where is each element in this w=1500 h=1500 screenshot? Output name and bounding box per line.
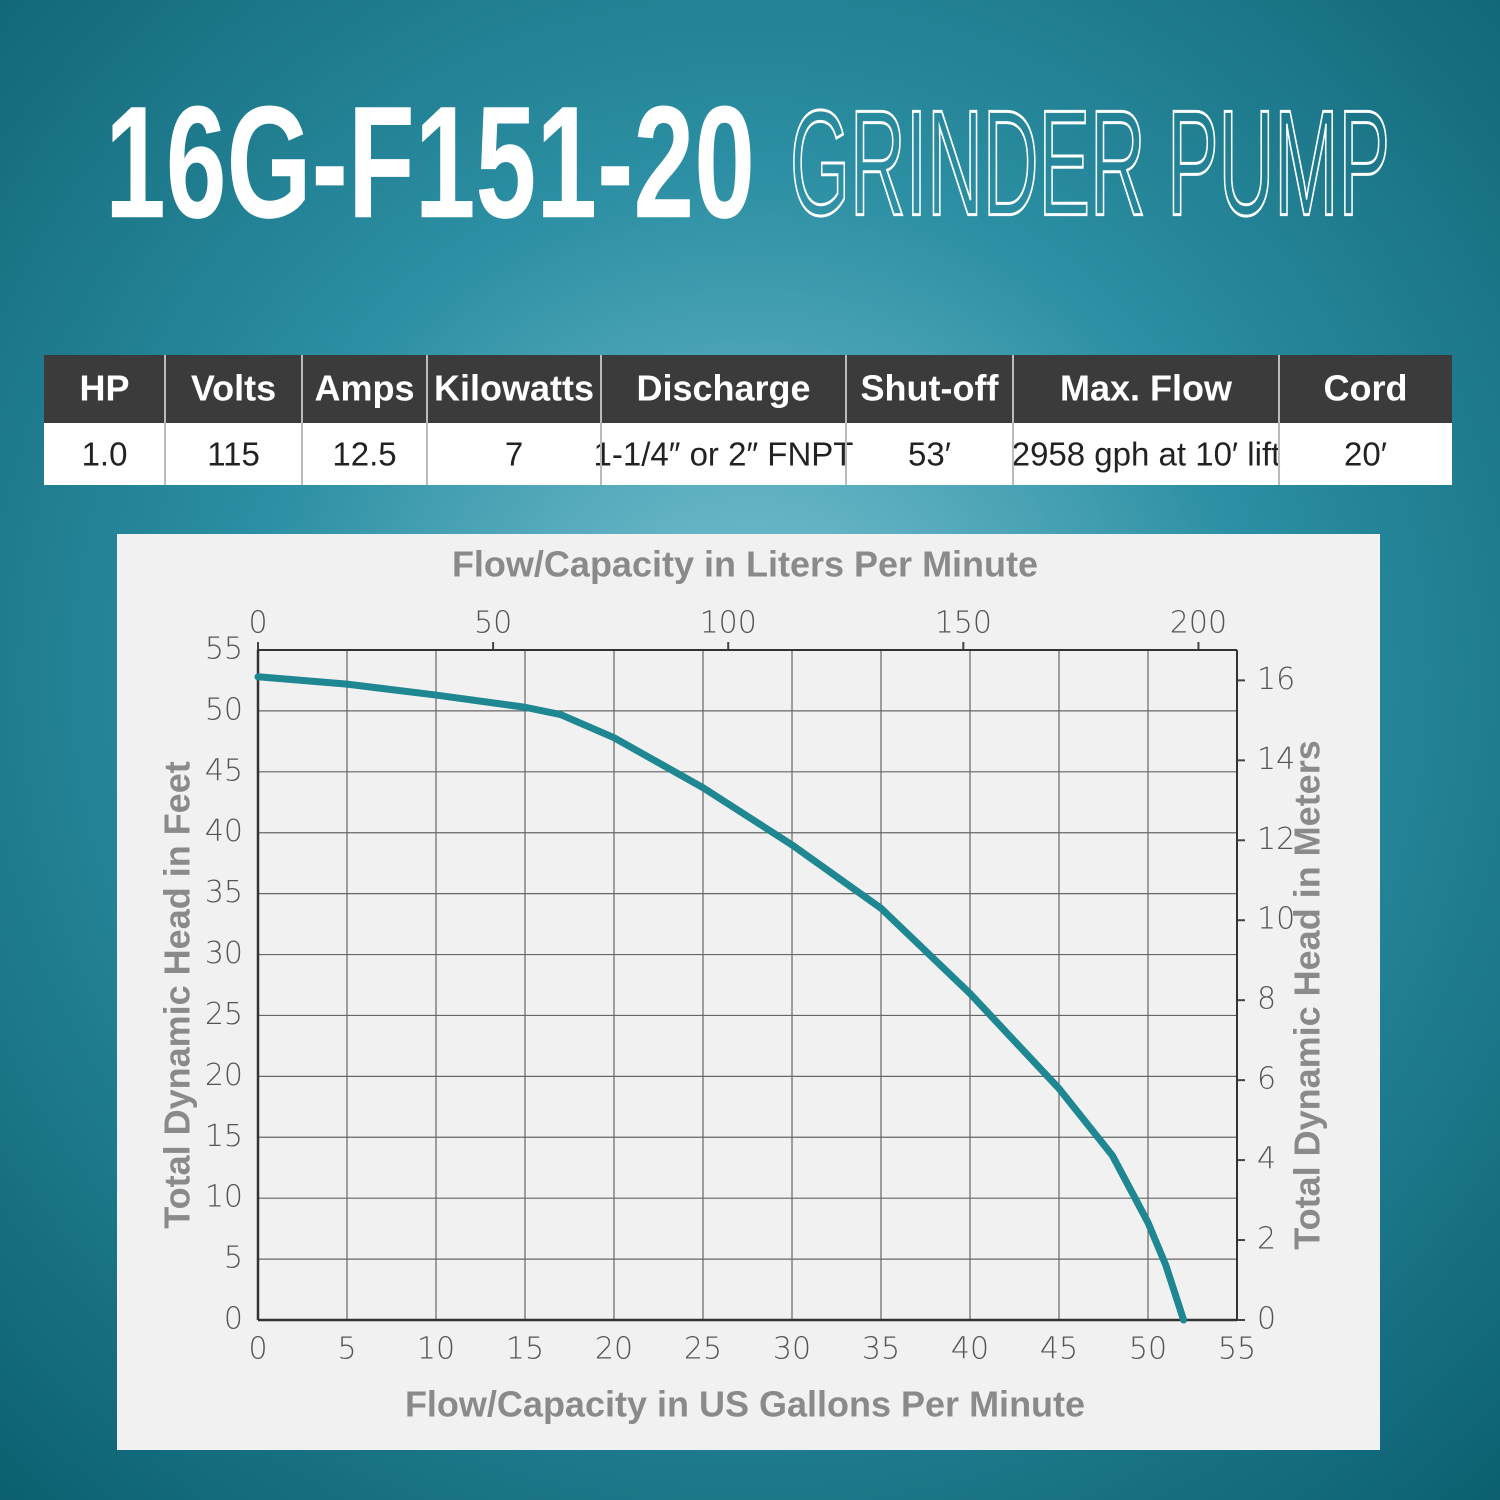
y2-tick-label: 2	[1257, 1222, 1276, 1257]
x-tick-label: 10	[417, 1332, 455, 1367]
y2-tick-label: 0	[1257, 1302, 1276, 1337]
x2-tick-label: 200	[1170, 606, 1227, 641]
y2-tick-label: 10	[1257, 902, 1295, 937]
table-header-cell: Kilowatts	[434, 368, 594, 409]
x-tick-label: 50	[1129, 1332, 1167, 1367]
x-tick-label: 35	[862, 1332, 900, 1367]
x-tick-label: 30	[773, 1332, 811, 1367]
y-tick-label: 20	[205, 1058, 243, 1093]
table-header-bg	[44, 355, 1452, 423]
table-cell: 2958 gph at 10′ lift	[1012, 436, 1281, 473]
x2-tick-label: 100	[700, 606, 757, 641]
y2-axis-label: Total Dynamic Head in Meters	[1287, 740, 1328, 1249]
x-tick-label: 0	[248, 1332, 267, 1367]
model-title: 16G-F151-20	[105, 72, 755, 251]
curve	[254, 673, 1188, 1324]
x-tick-label: 45	[1040, 1332, 1078, 1367]
table-header-cell: Cord	[1324, 368, 1408, 409]
product-title: GRINDER PUMP	[790, 79, 1390, 247]
y2-tick-label: 6	[1257, 1062, 1276, 1097]
y2-tick-label: 16	[1257, 662, 1295, 697]
table-cell: 7	[505, 436, 523, 473]
y-tick-label: 45	[205, 753, 243, 788]
table-cell: 20′	[1344, 436, 1387, 473]
y-tick-label: 10	[205, 1180, 243, 1215]
y2-tick-label: 8	[1257, 982, 1276, 1017]
table-header-cell: HP	[79, 368, 129, 409]
x-axis-label: Flow/Capacity in US Gallons Per Minute	[405, 1384, 1085, 1425]
chart-panel	[117, 534, 1380, 1450]
y-tick-label: 35	[205, 875, 243, 910]
x-tick-label: 55	[1218, 1332, 1256, 1367]
table-cell: 12.5	[332, 436, 396, 473]
table-header-cell: Amps	[314, 368, 414, 409]
x2-tick-label: 50	[474, 606, 512, 641]
x2-tick-label: 0	[248, 606, 267, 641]
x-tick-label: 15	[506, 1332, 544, 1367]
x2-axis-label: Flow/Capacity in Liters Per Minute	[452, 544, 1038, 585]
x-tick-label: 25	[684, 1332, 722, 1367]
x2-tick-label: 150	[935, 606, 992, 641]
spec-table: HP 1.0 Volts 115 Amps 12.5 Kilowatts 7 Discharge…	[44, 355, 1452, 485]
y2-tick-label: 14	[1257, 742, 1295, 777]
y-tick-label: 40	[205, 814, 243, 849]
y-tick-label: 25	[205, 997, 243, 1032]
y-tick-label: 30	[205, 936, 243, 971]
y-tick-label: 0	[224, 1302, 243, 1337]
table-body-bg	[44, 423, 1452, 485]
x-tick-label: 5	[337, 1332, 356, 1367]
x-tick-label: 20	[595, 1332, 633, 1367]
chart: 0 5 10 15 20 25 30 35 40 45 50 55051015202530354045…	[157, 544, 1328, 1425]
table-cell: 1.0	[82, 436, 128, 473]
table-header-cell: Max. Flow	[1060, 368, 1233, 409]
y-tick-label: 15	[205, 1119, 243, 1154]
table-header-cell: Shut-off	[861, 368, 1000, 409]
y-tick-label: 50	[205, 692, 243, 727]
y2-tick-label: 12	[1257, 822, 1295, 857]
y2-tick-label: 4	[1257, 1142, 1276, 1177]
y-tick-label: 5	[224, 1241, 243, 1276]
y-axis-label: Total Dynamic Head in Feet	[157, 761, 198, 1228]
table-header-cell: Volts	[191, 368, 276, 409]
x-tick-label: 40	[951, 1332, 989, 1367]
table-cell: 1-1/4″ or 2″ FNPT	[594, 436, 854, 473]
y-tick-label: 55	[205, 632, 243, 667]
table-header-cell: Discharge	[636, 368, 810, 409]
table-cell: 115	[207, 436, 260, 473]
table-cell: 53′	[908, 436, 951, 473]
